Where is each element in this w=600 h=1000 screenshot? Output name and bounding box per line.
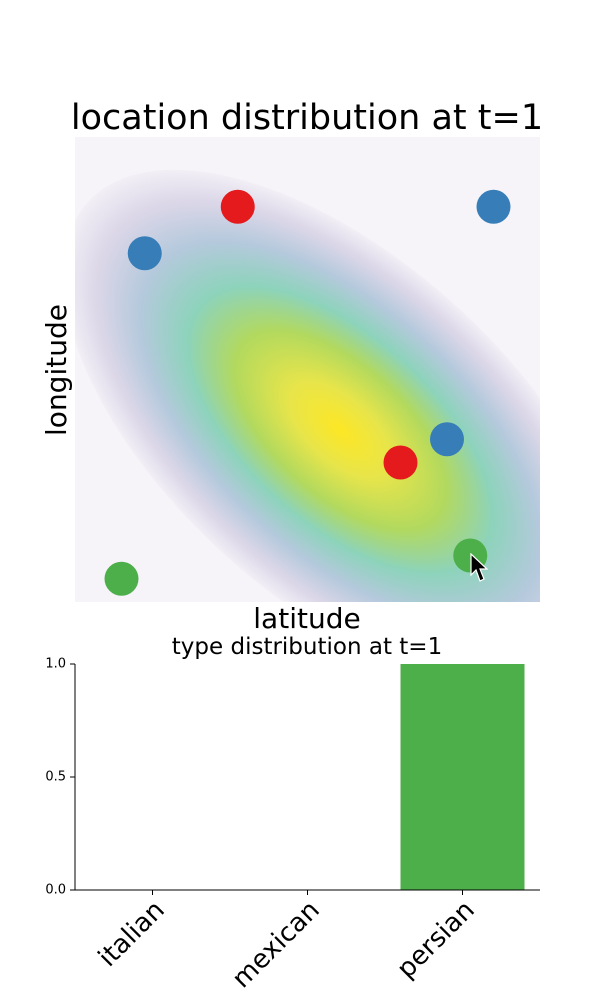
y-tick-label: 0.0 <box>45 883 66 898</box>
location-chart-title: location distribution at t=1 <box>71 98 543 138</box>
location-chart: location distribution at t=1 latitude lo… <box>40 98 543 635</box>
bars <box>400 664 525 890</box>
scatter-point <box>220 189 255 224</box>
type-chart: type distribution at t=1 italian mexican p… <box>45 634 540 994</box>
type-chart-title: type distribution at t=1 <box>172 634 442 660</box>
mouse-cursor-icon <box>470 553 488 582</box>
scatter-point <box>476 189 511 224</box>
y-tick-label: 1.0 <box>45 657 66 672</box>
scatter-point <box>127 236 162 271</box>
bar-persian <box>400 664 525 890</box>
y-tick-label: 0.5 <box>45 770 66 785</box>
scatter-point <box>383 445 418 480</box>
scatter-point <box>104 561 139 596</box>
x-tick-label: mexican <box>227 895 326 994</box>
scatter-point <box>430 422 464 457</box>
y-axis-label: longitude <box>40 304 73 436</box>
scatter-points <box>104 189 511 596</box>
x-tick-label: persian <box>391 895 480 984</box>
x-tick-label: italian <box>93 895 171 973</box>
x-axis-label: latitude <box>253 602 360 635</box>
